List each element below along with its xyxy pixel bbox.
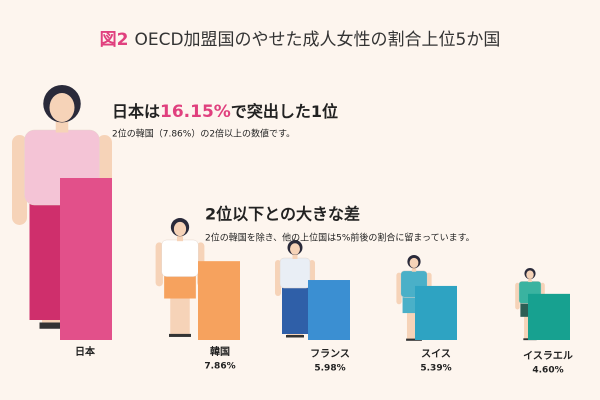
chart-title: 図2 OECD加盟国のやせた成人女性の割合上位5か国 — [100, 30, 501, 50]
japan-value: 16.15% — [160, 102, 231, 122]
headline: 日本は16.15%で突出した1位 — [112, 102, 338, 123]
person-shoe — [406, 338, 422, 341]
value-label: 5.39% — [420, 364, 451, 374]
category-label: イスラエル — [523, 350, 573, 362]
person-shoe — [169, 333, 191, 337]
person-neck — [176, 233, 184, 242]
person-face — [173, 221, 187, 237]
subheadline-note: 2位の韓国を除き、他の上位国は5%前後の割合に留まっています。 — [205, 232, 475, 244]
person-shirt — [161, 239, 199, 277]
person-neck — [292, 253, 298, 259]
person-arm — [275, 260, 281, 296]
category-label: スイス — [421, 348, 451, 360]
person-face — [409, 257, 419, 269]
person — [155, 218, 205, 337]
category-label: 韓国 — [210, 345, 230, 358]
bars — [60, 178, 570, 340]
category-label: フランス — [310, 348, 350, 360]
subheadline: 2位以下との大きな差 — [205, 205, 360, 224]
headline-part: で突出した1位 — [231, 102, 338, 121]
bar — [415, 285, 457, 340]
bar — [528, 293, 570, 340]
person-face — [49, 93, 75, 122]
value-label: 4.60% — [532, 366, 563, 376]
person-shirt — [279, 257, 311, 289]
title-text: OECD加盟国のやせた成人女性の割合上位5か国 — [134, 30, 500, 50]
headline-part: 日本は — [112, 102, 160, 121]
person-neck — [411, 266, 417, 272]
bar — [60, 178, 112, 340]
person-bottom — [282, 286, 308, 334]
person — [275, 240, 315, 338]
category-label: 日本 — [75, 345, 96, 358]
figure-label: 図2 — [100, 30, 129, 50]
person-arm — [515, 282, 520, 310]
headline-note: 2位の韓国（7.86%）の2倍以上の数値です。 — [112, 128, 295, 140]
bar — [308, 280, 350, 340]
person-arm — [12, 135, 27, 225]
value-label: 5.98% — [314, 364, 345, 374]
person-face — [526, 270, 534, 279]
person-arm — [155, 242, 163, 287]
person-bottom — [164, 274, 196, 299]
value-label: 7.86% — [204, 362, 235, 372]
bar — [198, 261, 240, 340]
person-shoe — [286, 335, 304, 338]
person-face — [290, 243, 300, 255]
person-arm — [396, 272, 402, 305]
person-neck — [528, 277, 532, 283]
